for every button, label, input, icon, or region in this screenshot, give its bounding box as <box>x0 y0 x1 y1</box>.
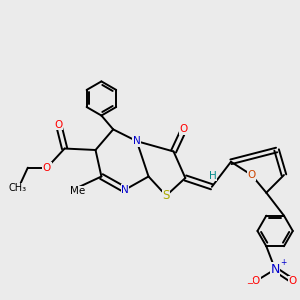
Text: Me: Me <box>70 186 85 196</box>
Text: H: H <box>208 171 216 181</box>
Text: +: + <box>280 258 286 267</box>
Text: O: O <box>43 163 51 173</box>
Text: O: O <box>55 120 63 130</box>
Text: N: N <box>271 263 280 276</box>
Text: S: S <box>163 189 170 202</box>
Text: O: O <box>252 276 260 286</box>
Text: O: O <box>180 124 188 134</box>
Text: −: − <box>246 280 253 289</box>
Text: N: N <box>133 136 141 146</box>
Text: O: O <box>289 276 297 286</box>
Text: O: O <box>248 170 256 180</box>
Text: CH₃: CH₃ <box>8 183 27 193</box>
Text: N: N <box>121 185 129 195</box>
